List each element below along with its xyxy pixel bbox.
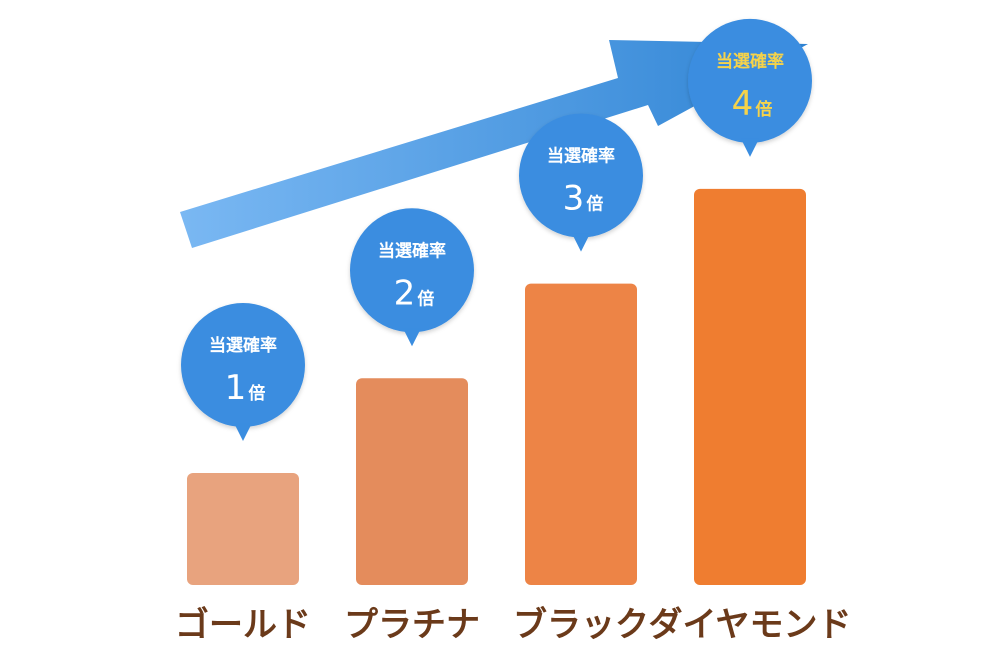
category-label-3: ブラック <box>513 605 649 645</box>
bar-2 <box>356 378 468 585</box>
growth-arrow <box>180 40 808 248</box>
bubble-tail <box>403 328 421 347</box>
bubble-circle <box>181 303 305 427</box>
bubble-circle <box>519 113 643 238</box>
bar-4 <box>694 188 806 585</box>
value-bubble-1: 当選確率 1 倍 <box>181 303 305 441</box>
bar-1 <box>187 473 299 585</box>
bubble-circle <box>350 208 474 333</box>
bar-3 <box>525 283 637 585</box>
category-label-2: プラチナ <box>344 605 480 645</box>
value-bubble-3: 当選確率 3 倍 <box>519 113 643 252</box>
category-label-4: ダイヤモンド <box>649 605 852 645</box>
value-bubble-4: 当選確率 4 倍 <box>688 18 812 157</box>
bubble-title-label: 当選確率 <box>716 51 784 72</box>
bars-layer <box>187 188 806 585</box>
bubble-title-label: 当選確率 <box>378 240 446 261</box>
category-label-1: ゴールド <box>175 605 311 645</box>
bubble-title-label: 当選確率 <box>547 146 615 167</box>
bubble-title-label: 当選確率 <box>209 335 277 356</box>
bubble-tail <box>572 233 590 252</box>
category-labels: ゴールド プラチナ ブラック ダイヤモンド <box>175 605 851 645</box>
value-bubble-2: 当選確率 2 倍 <box>350 208 474 347</box>
bubble-tail <box>741 138 759 157</box>
bubble-circle <box>688 18 812 143</box>
bubble-tail <box>234 423 252 441</box>
